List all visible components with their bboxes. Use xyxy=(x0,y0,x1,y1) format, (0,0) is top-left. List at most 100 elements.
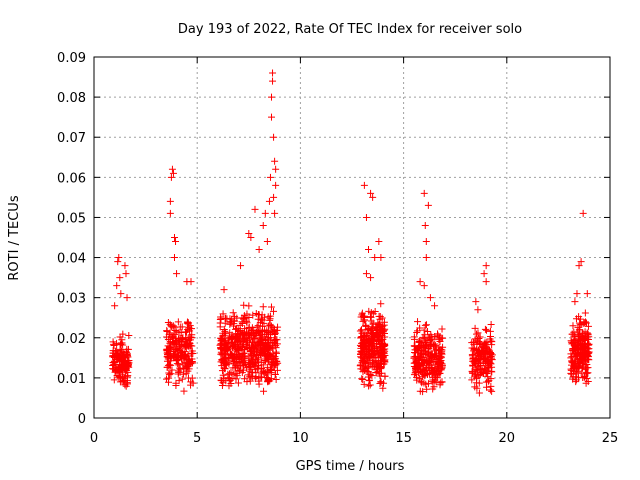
data-point xyxy=(580,373,588,381)
data-point xyxy=(251,205,259,213)
data-point xyxy=(163,328,171,336)
data-point xyxy=(584,378,592,386)
data-point xyxy=(183,363,191,371)
data-point xyxy=(581,309,589,317)
data-point xyxy=(241,314,249,322)
data-point xyxy=(438,325,446,333)
data-point xyxy=(257,369,265,377)
data-point xyxy=(376,312,384,320)
tick-labels: 0 5 10 15 20 25 0 0.01 0.02 0.03 0.04 0.05 0.06 0.07 0… xyxy=(57,51,618,446)
y-tick-label: 0.08 xyxy=(57,91,86,106)
data-point xyxy=(426,294,434,302)
data-point xyxy=(263,368,271,376)
data-point xyxy=(437,352,445,360)
data-point xyxy=(434,359,442,367)
data-point xyxy=(163,375,171,383)
data-point xyxy=(472,370,480,378)
data-point xyxy=(569,375,577,383)
data-point xyxy=(178,375,186,383)
data-point xyxy=(250,338,258,346)
data-point xyxy=(110,376,118,384)
data-point xyxy=(264,322,272,330)
data-point xyxy=(120,376,128,384)
data-point xyxy=(164,349,172,357)
data-point xyxy=(432,371,440,379)
data-point xyxy=(110,341,118,349)
data-point xyxy=(572,376,580,384)
data-point xyxy=(169,322,177,330)
data-point xyxy=(176,365,184,373)
data-point xyxy=(168,165,176,173)
data-point xyxy=(370,348,378,356)
data-point xyxy=(362,358,370,366)
data-point xyxy=(251,334,259,342)
data-point xyxy=(483,383,491,391)
data-point xyxy=(481,325,489,333)
data-point xyxy=(176,334,184,342)
data-point xyxy=(574,359,582,367)
data-point xyxy=(186,322,194,330)
data-point xyxy=(263,238,271,246)
data-point xyxy=(473,350,481,358)
data-point xyxy=(438,378,446,386)
data-point xyxy=(369,320,377,328)
data-point xyxy=(428,378,436,386)
data-point xyxy=(571,367,579,375)
data-point xyxy=(367,274,375,282)
data-point xyxy=(488,351,496,359)
x-tick-label: 10 xyxy=(292,431,309,446)
data-point xyxy=(184,374,192,382)
data-point xyxy=(124,372,132,380)
data-point xyxy=(270,133,278,141)
data-point xyxy=(226,315,234,323)
data-point xyxy=(233,353,241,361)
data-point xyxy=(255,341,263,349)
data-point xyxy=(178,323,186,331)
data-point xyxy=(118,357,126,365)
data-point xyxy=(366,381,374,389)
data-point xyxy=(114,258,122,266)
data-point xyxy=(379,352,387,360)
data-point xyxy=(377,365,385,373)
data-point xyxy=(236,366,244,374)
data-point xyxy=(267,375,275,383)
data-point xyxy=(574,363,582,371)
data-point xyxy=(365,382,373,390)
data-point xyxy=(169,332,177,340)
data-point xyxy=(261,326,269,334)
data-point xyxy=(487,337,495,345)
data-point xyxy=(183,326,191,334)
data-point xyxy=(266,327,274,335)
data-point xyxy=(582,369,590,377)
data-point xyxy=(123,294,131,302)
data-point xyxy=(238,320,246,328)
data-point xyxy=(272,342,280,350)
data-point xyxy=(576,326,584,334)
data-point xyxy=(220,286,228,294)
data-point xyxy=(261,209,269,217)
data-point xyxy=(173,345,181,353)
data-point xyxy=(183,318,191,326)
data-point xyxy=(575,313,583,321)
data-point xyxy=(381,330,389,338)
data-point xyxy=(469,357,477,365)
data-point xyxy=(240,301,248,309)
data-point xyxy=(573,290,581,298)
data-point xyxy=(569,346,577,354)
data-point xyxy=(243,378,251,386)
data-point xyxy=(439,334,447,342)
data-point xyxy=(258,373,266,381)
data-point xyxy=(121,262,129,270)
data-point xyxy=(180,387,188,395)
data-point xyxy=(264,378,272,386)
data-point xyxy=(234,379,242,387)
y-tick-label: 0.09 xyxy=(57,51,86,66)
data-point xyxy=(474,329,482,337)
data-point xyxy=(421,221,429,229)
x-tick-label: 20 xyxy=(499,431,516,446)
data-point xyxy=(266,343,274,351)
data-point xyxy=(468,376,476,384)
data-point xyxy=(115,254,123,262)
data-point xyxy=(575,262,583,270)
